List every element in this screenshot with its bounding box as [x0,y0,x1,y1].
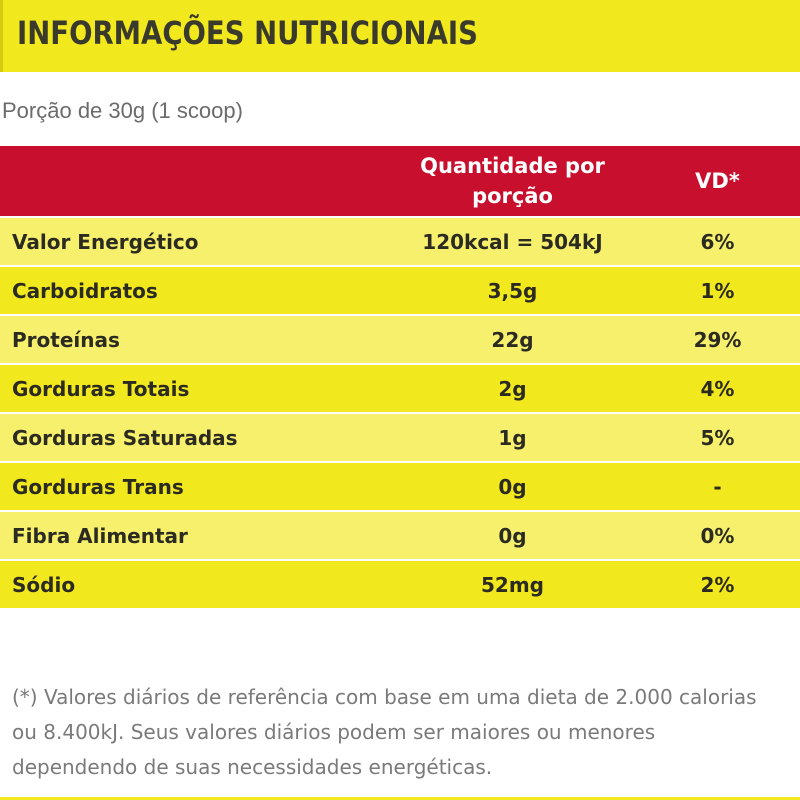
nutrient-quantity: 52mg [390,559,635,608]
table-row: Sódio 52mg 2% [0,559,800,608]
page-title: INFORMAÇÕES NUTRICIONAIS [17,14,478,52]
nutrient-vd: - [635,461,800,511]
nutrient-name: Sódio [0,559,390,608]
table-row: Gorduras Totais 2g 4% [0,363,800,413]
column-header-nutrient [0,146,390,217]
title-bar: INFORMAÇÕES NUTRICIONAIS [0,0,800,72]
nutrient-name: Gorduras Saturadas [0,412,390,462]
nutrient-name: Proteínas [0,314,390,364]
nutrient-quantity: 2g [390,363,635,413]
column-header-quantity: Quantidade por porção [390,146,635,217]
nutrient-quantity: 0g [390,461,635,511]
nutrient-name: Valor Energético [0,216,390,266]
nutrient-vd: 6% [635,216,800,266]
table-row: Fibra Alimentar 0g 0% [0,510,800,560]
table-row: Proteínas 22g 29% [0,314,800,364]
bottom-divider [0,797,800,800]
portion-size: Porção de 30g (1 scoop) [2,98,243,123]
table-row: Gorduras Saturadas 1g 5% [0,412,800,462]
footnote: (*) Valores diários de referência com ba… [12,685,757,779]
nutrient-vd: 4% [635,363,800,413]
nutrient-name: Gorduras Trans [0,461,390,511]
nutrient-vd: 5% [635,412,800,462]
table-header-row: Quantidade por porção VD* [0,146,800,217]
nutrient-quantity: 0g [390,510,635,560]
nutrient-vd: 2% [635,559,800,608]
table-row: Gorduras Trans 0g - [0,461,800,511]
nutrient-vd: 1% [635,265,800,315]
column-header-vd: VD* [635,146,800,217]
nutrition-table: Quantidade por porção VD* Valor Energéti… [0,146,800,608]
table-row: Valor Energético 120kcal = 504kJ 6% [0,216,800,266]
table-row: Carboidratos 3,5g 1% [0,265,800,315]
nutrient-vd: 0% [635,510,800,560]
nutrient-quantity: 3,5g [390,265,635,315]
nutrient-name: Gorduras Totais [0,363,390,413]
nutrient-quantity: 120kcal = 504kJ [390,216,635,266]
nutrient-vd: 29% [635,314,800,364]
nutrient-quantity: 22g [390,314,635,364]
nutrient-name: Carboidratos [0,265,390,315]
nutrient-quantity: 1g [390,412,635,462]
nutrient-name: Fibra Alimentar [0,510,390,560]
